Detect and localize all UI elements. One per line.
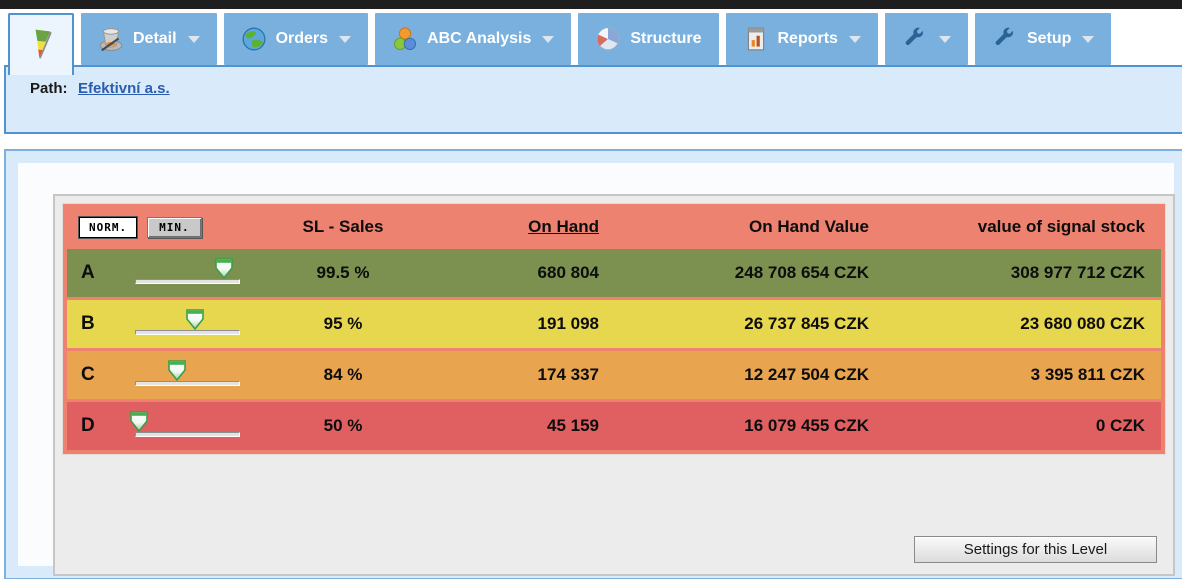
magic-hat-icon <box>98 26 124 52</box>
class-label: A <box>81 262 95 283</box>
settings-for-level-button[interactable]: Settings for this Level <box>914 536 1157 563</box>
slider-track[interactable] <box>135 432 240 437</box>
on-hand-value: 680 804 <box>537 263 599 282</box>
slider-track[interactable] <box>135 279 240 284</box>
window-top-strip <box>0 0 1182 9</box>
tab-detail[interactable]: Detail <box>81 13 217 65</box>
class-label: D <box>81 415 95 436</box>
header-signal-stock: value of signal stock <box>977 217 1145 236</box>
tab-label: Orders <box>275 30 329 47</box>
on-hand-czk-value: 16 079 455 CZK <box>744 416 869 435</box>
tab-label: Detail <box>133 30 177 47</box>
service-level-slider <box>130 410 240 442</box>
sl-sales-value: 99.5 % <box>316 263 370 282</box>
tab-label: ABC Analysis <box>427 30 532 47</box>
sl-sales-value: 84 % <box>323 365 363 384</box>
on-hand-czk-value: 26 737 845 CZK <box>744 314 869 333</box>
chevron-down-icon <box>339 35 352 43</box>
chevron-down-icon <box>848 35 861 43</box>
path-panel: Path: Efektivní a.s. <box>4 65 1182 134</box>
wrench-icon <box>992 26 1018 52</box>
tab-label: Structure <box>630 30 702 47</box>
header-on-hand-value: On Hand Value <box>749 217 869 236</box>
table-header-row: NORM. MIN. SL - Sales On Hand On Hand Va… <box>67 208 1161 246</box>
on-hand-czk-value: 12 247 504 CZK <box>744 365 869 384</box>
signal-stock-value: 23 680 080 CZK <box>1020 314 1145 333</box>
chevron-down-icon <box>938 35 951 43</box>
tab-structure[interactable]: Structure <box>578 13 719 65</box>
main-content-panel: NORM. MIN. SL - Sales On Hand On Hand Va… <box>4 149 1182 579</box>
chevron-down-icon <box>1082 35 1095 43</box>
inner-white-area: NORM. MIN. SL - Sales On Hand On Hand Va… <box>18 163 1175 576</box>
slider-thumb-icon[interactable] <box>167 359 187 383</box>
slider-track[interactable] <box>135 330 240 335</box>
chevron-down-icon <box>187 35 200 43</box>
tab-setup[interactable]: Setup <box>974 13 1112 65</box>
signal-stock-value: 0 CZK <box>1095 416 1145 435</box>
slider-thumb-icon[interactable] <box>129 410 149 434</box>
path-company-link[interactable]: Efektivní a.s. <box>77 80 170 97</box>
tab-abc-home[interactable] <box>8 13 74 75</box>
tab-abc-analysis[interactable]: ABC Analysis <box>375 13 572 65</box>
slider-track[interactable] <box>135 381 240 386</box>
sl-sales-value: 50 % <box>323 416 363 435</box>
signal-stock-value: 308 977 712 CZK <box>1010 263 1145 282</box>
service-level-slider <box>135 359 240 391</box>
abc-spheres-icon <box>392 26 418 52</box>
class-label: C <box>81 364 95 385</box>
table-row-class-b: B 95 % 191 098 26 737 845 CZK 23 680 080… <box>67 300 1161 348</box>
wrench-icon <box>902 26 928 52</box>
path-label: Path: <box>30 80 68 97</box>
report-icon <box>743 26 769 52</box>
header-on-hand[interactable]: On Hand <box>528 217 599 236</box>
abc-content-box: NORM. MIN. SL - Sales On Hand On Hand Va… <box>53 194 1175 576</box>
tab-label: Setup <box>1026 30 1072 47</box>
on-hand-czk-value: 248 708 654 CZK <box>734 263 869 282</box>
on-hand-value: 45 159 <box>547 416 599 435</box>
globe-icon <box>241 26 267 52</box>
structure-pie-icon <box>595 26 621 52</box>
service-level-slider <box>135 257 240 289</box>
class-label: B <box>81 313 95 334</box>
sl-sales-value: 95 % <box>323 314 363 333</box>
slider-thumb-icon[interactable] <box>214 257 234 281</box>
chevron-down-icon <box>542 35 555 43</box>
table-row-class-a: A 99.5 % 680 804 248 708 654 CZK 308 977… <box>67 249 1161 297</box>
service-level-slider <box>135 308 240 340</box>
tab-tools[interactable] <box>884 13 968 65</box>
on-hand-value: 191 098 <box>537 314 599 333</box>
on-hand-value: 174 337 <box>537 365 599 384</box>
tab-orders[interactable]: Orders <box>223 13 369 65</box>
tab-reports[interactable]: Reports <box>725 13 878 65</box>
norm-view-button[interactable]: NORM. <box>77 215 139 239</box>
table-row-class-d: D 50 % 45 159 16 079 455 CZK 0 CZK <box>67 402 1161 450</box>
header-sl-sales: SL - Sales <box>302 217 384 236</box>
table-row-class-c: C 84 % 174 337 12 247 504 CZK 3 395 811 … <box>67 351 1161 399</box>
signal-stock-value: 3 395 811 CZK <box>1030 365 1145 384</box>
slider-thumb-icon[interactable] <box>185 308 205 332</box>
min-view-button[interactable]: MIN. <box>147 216 202 238</box>
tab-label: Reports <box>777 30 838 47</box>
abc-classification-icon <box>26 28 56 62</box>
main-tab-bar: Detail Orders ABC Analysis <box>8 13 1182 75</box>
abc-analysis-table: NORM. MIN. SL - Sales On Hand On Hand Va… <box>62 203 1166 455</box>
